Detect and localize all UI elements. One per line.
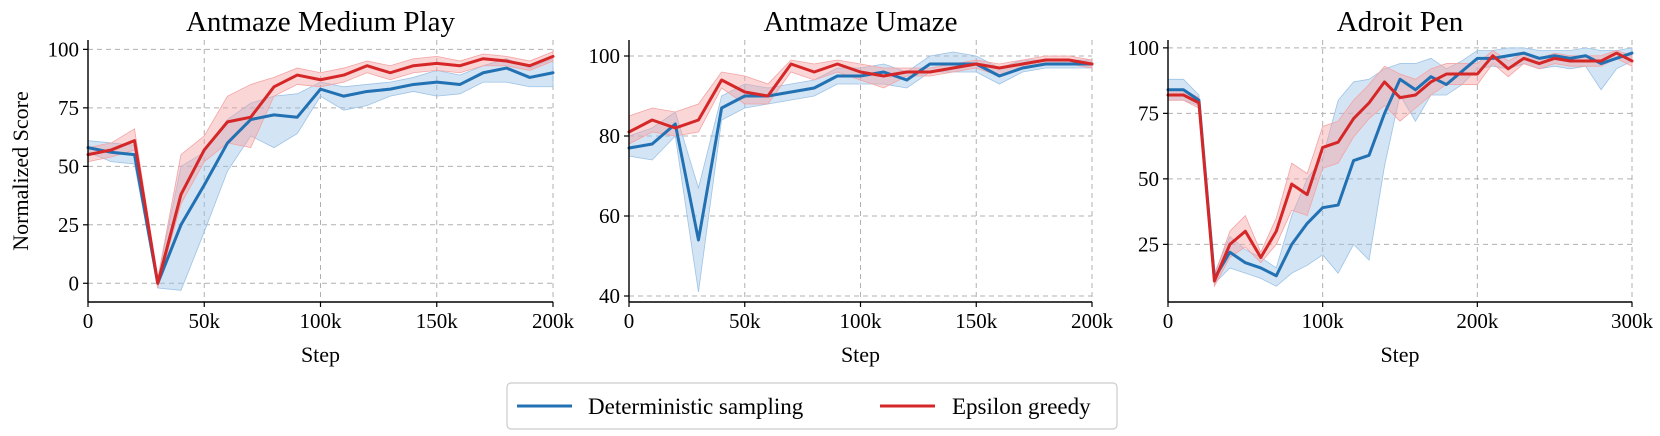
x-tick-label: 0 [1163, 309, 1174, 333]
y-tick-label: 100 [48, 37, 80, 61]
y-tick-label: 25 [1138, 232, 1159, 256]
y-tick-label: 50 [1138, 167, 1159, 191]
y-tick-label: 100 [1128, 36, 1160, 60]
panel-adroit-pen: 0 100k 200k 300k 25 50 75 100 Adroit Pen Step [1128, 6, 1654, 367]
panel-title: Adroit Pen [1337, 6, 1464, 38]
x-tick-label: 0 [624, 309, 635, 333]
x-tick-label: 200k [532, 309, 575, 333]
y-axis-label: Normalized Score [8, 91, 33, 250]
series-line-deterministic-sampling [1166, 51, 1634, 280]
series-line-deterministic-sampling [627, 62, 1094, 242]
panel-title: Antmaze Medium Play [186, 6, 456, 38]
confidence-band-epsilon-greedy [1167, 49, 1633, 288]
x-tick-label: 200k [1071, 309, 1114, 333]
panel-antmaze-umaze: 0 50k 100k 150k 200k 40 60 80 100 Antmaze Umaze St… [589, 6, 1114, 367]
legend-frame [506, 382, 1118, 430]
series-line-deterministic-sampling [86, 66, 555, 285]
y-tick-label: 50 [58, 154, 79, 178]
y-tick-label: 100 [589, 44, 621, 68]
y-tick-label: 75 [58, 96, 79, 120]
y-tick-label: 60 [599, 204, 620, 228]
panel-antmaze-medium-play: 0 50k 100k 150k 200k 0 25 50 75 100 Antmaze Medium… [8, 6, 575, 367]
x-tick-label: 100k [300, 309, 343, 333]
y-tick-label: 25 [58, 213, 79, 237]
series-line-epsilon-greedy [86, 54, 555, 285]
legend-label-epsilon: Epsilon greedy [952, 394, 1091, 419]
x-tick-label: 300k [1611, 309, 1654, 333]
x-tick-label: 100k [840, 309, 883, 333]
series-line-epsilon-greedy [627, 58, 1094, 134]
x-tick-label: 100k [1302, 309, 1345, 333]
y-tick-label: 0 [69, 271, 80, 295]
panel-title: Antmaze Umaze [763, 6, 957, 38]
x-axis-label: Step [841, 342, 880, 367]
x-axis-label: Step [1380, 342, 1419, 367]
series-line-epsilon-greedy [1166, 51, 1634, 283]
confidence-band-deterministic-sampling [87, 58, 554, 291]
legend: Deterministic sampling Epsilon greedy [506, 382, 1118, 430]
x-tick-label: 200k [1456, 309, 1499, 333]
x-tick-label: 150k [955, 309, 998, 333]
y-tick-label: 75 [1138, 101, 1159, 125]
y-tick-label: 80 [599, 124, 620, 148]
x-tick-label: 50k [729, 309, 761, 333]
confidence-band-epsilon-greedy [628, 55, 1093, 145]
legend-label-deterministic: Deterministic sampling [588, 394, 804, 419]
x-axis-label: Step [301, 342, 340, 367]
x-tick-label: 50k [189, 309, 221, 333]
x-tick-label: 150k [416, 309, 459, 333]
x-tick-label: 0 [83, 309, 94, 333]
y-tick-label: 40 [599, 284, 620, 308]
